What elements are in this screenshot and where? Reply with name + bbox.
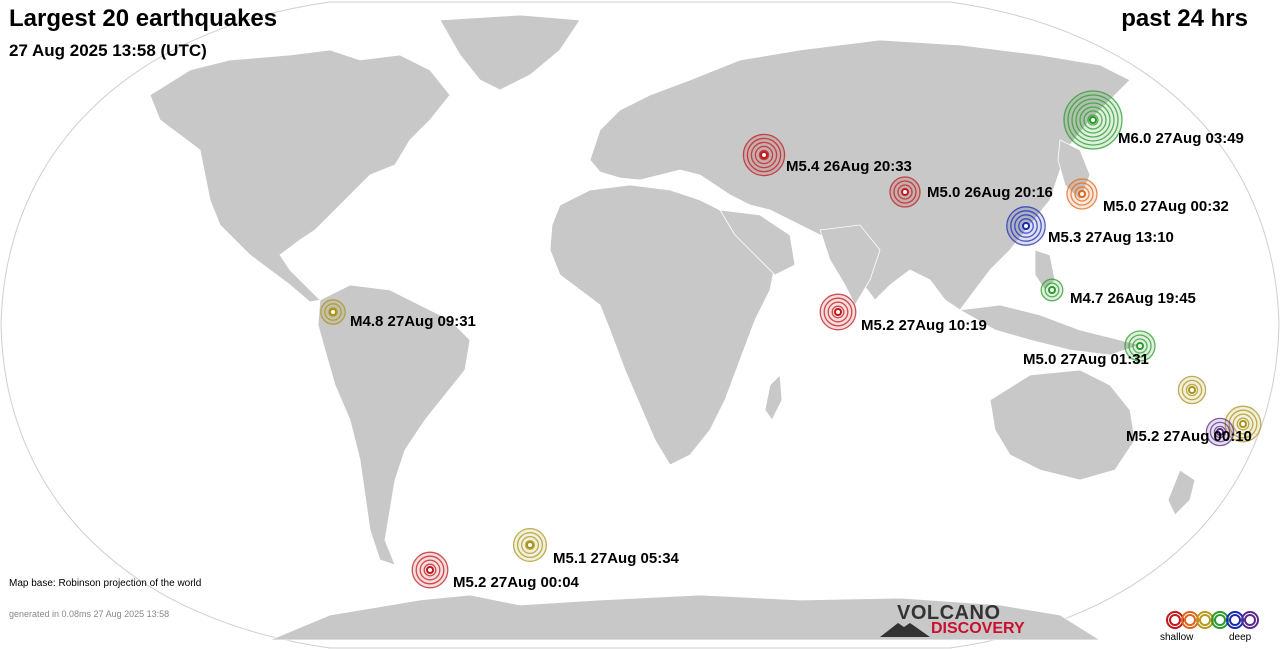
earthquake-marker[interactable] <box>1063 90 1123 150</box>
legend-depth-ring <box>1184 614 1196 626</box>
logo-text-volcano: VOLCANO <box>897 602 1001 624</box>
map-base-note: Map base: Robinson projection of the wor… <box>9 578 202 589</box>
legend-shallow-label: shallow <box>1160 632 1194 643</box>
earthquake-marker[interactable] <box>512 527 548 563</box>
south-america <box>317 284 471 566</box>
earthquake-label[interactable]: M5.0 27Aug 01:31 <box>1023 351 1149 368</box>
legend-depth-ring <box>1229 614 1241 626</box>
earthquake-label[interactable]: M5.2 27Aug 00:04 <box>453 574 579 591</box>
earthquake-label[interactable]: M4.8 27Aug 09:31 <box>350 313 476 330</box>
generated-note: generated in 0.08ms 27 Aug 2025 13:58 <box>9 609 170 619</box>
legend-depth-ring <box>1214 614 1226 626</box>
time-period: past 24 hrs <box>1121 5 1248 32</box>
earthquake-marker[interactable] <box>1124 330 1156 362</box>
volcano-discovery-logo[interactable]: VOLCANO DISCOVERY <box>880 602 1040 642</box>
map-timestamp: 27 Aug 2025 13:58 (UTC) <box>9 41 207 60</box>
north-america <box>149 49 451 303</box>
earthquake-label[interactable]: M5.2 27Aug 00:10 <box>1126 428 1252 445</box>
earthquake-label[interactable]: M5.0 26Aug 20:16 <box>927 184 1053 201</box>
earthquake-marker[interactable] <box>1040 278 1064 302</box>
earthquake-marker[interactable] <box>819 293 857 331</box>
earthquake-markers <box>320 90 1262 589</box>
greenland <box>439 14 581 91</box>
depth-legend-rings <box>1166 611 1259 629</box>
earthquake-marker[interactable] <box>1177 375 1207 405</box>
earthquake-marker[interactable] <box>1066 178 1098 210</box>
legend-depth-ring <box>1244 614 1256 626</box>
earthquake-marker[interactable] <box>742 133 786 177</box>
logo-text-discovery: DISCOVERY <box>931 620 1025 637</box>
new-zealand <box>1167 469 1196 516</box>
earthquake-marker[interactable] <box>320 299 346 325</box>
earthquake-label[interactable]: M5.0 27Aug 00:32 <box>1103 198 1229 215</box>
legend-depth-ring <box>1241 611 1259 629</box>
volcano-icon <box>880 623 930 637</box>
japan <box>1057 139 1091 201</box>
earthquake-label[interactable]: M6.0 27Aug 03:49 <box>1118 130 1244 147</box>
earthquake-marker[interactable] <box>889 176 921 208</box>
earthquake-marker[interactable] <box>411 551 449 589</box>
australia <box>989 369 1136 481</box>
earthquake-label[interactable]: M5.3 27Aug 13:10 <box>1048 229 1174 246</box>
earthquake-label[interactable]: M5.4 26Aug 20:33 <box>786 158 912 175</box>
earthquake-marker[interactable] <box>1006 206 1046 246</box>
earthquake-label[interactable]: M5.1 27Aug 05:34 <box>553 550 679 567</box>
legend-depth-ring <box>1169 614 1181 626</box>
africa <box>549 184 776 466</box>
earthquake-label[interactable]: M4.7 26Aug 19:45 <box>1070 290 1196 307</box>
land-masses <box>149 14 1196 641</box>
legend-depth-ring <box>1199 614 1211 626</box>
earthquake-label[interactable]: M5.2 27Aug 10:19 <box>861 317 987 334</box>
india <box>819 224 881 306</box>
legend-deep-label: deep <box>1229 632 1252 643</box>
map-title: Largest 20 earthquakes <box>9 5 278 32</box>
madagascar <box>764 374 783 421</box>
depth-legend: shallow deep <box>1160 606 1270 650</box>
earthquake-marker[interactable] <box>1205 417 1235 447</box>
arabia <box>719 209 796 276</box>
